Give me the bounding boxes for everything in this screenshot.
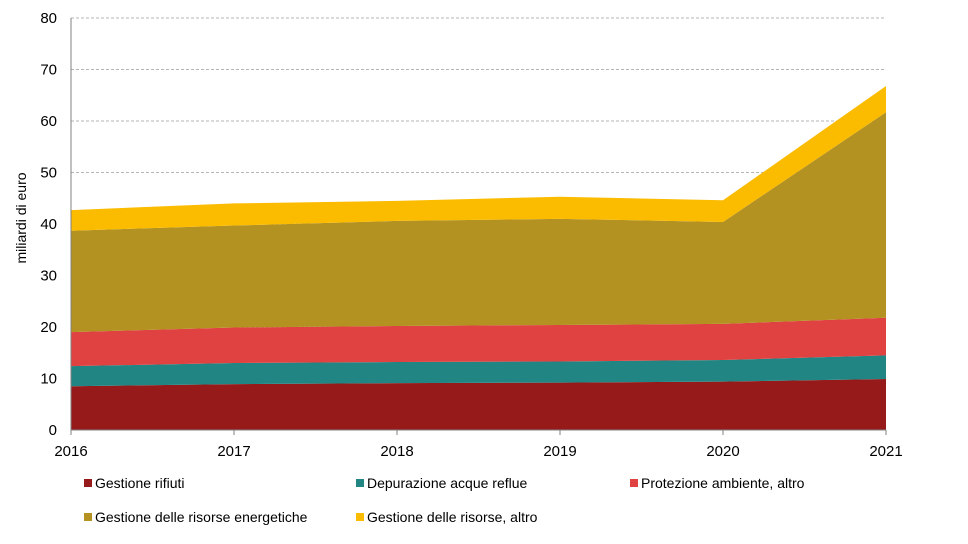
legend-swatch (630, 479, 638, 487)
legend-label: Gestione delle risorse, altro (367, 509, 538, 525)
legend-label: Gestione rifiuti (95, 475, 184, 491)
legend-swatch (84, 513, 92, 521)
x-tick-label: 2021 (869, 443, 902, 460)
legend-swatch (356, 479, 364, 487)
legend-item: Gestione delle risorse, altro (356, 509, 538, 525)
x-tick-label: 2018 (380, 443, 413, 460)
y-tick-label: 20 (40, 319, 57, 336)
legend-item: Gestione rifiuti (84, 475, 184, 491)
legend-swatch (84, 479, 92, 487)
y-axis-label: miliardi di euro (13, 172, 29, 263)
legend: Gestione rifiuti Depurazione acque reflue… (84, 475, 805, 525)
y-tick-label: 50 (40, 165, 57, 182)
y-tick-label: 40 (40, 216, 57, 233)
legend-label: Protezione ambiente, altro (641, 475, 805, 491)
x-tick-label: 2020 (706, 443, 739, 460)
y-tick-label: 70 (40, 62, 57, 79)
y-tick-label: 10 (40, 371, 57, 388)
area-series (71, 85, 886, 430)
x-tick-label: 2017 (217, 443, 250, 460)
y-tick-label: 80 (40, 10, 57, 27)
legend-item: Depurazione acque reflue (356, 475, 528, 491)
area-series-2 (71, 355, 886, 387)
axes (70, 18, 886, 431)
legend-label: Gestione delle risorse energetiche (95, 509, 308, 525)
x-tick-label: 2016 (54, 443, 87, 460)
legend-item: Gestione delle risorse energetiche (84, 509, 308, 525)
legend-label: Depurazione acque reflue (367, 475, 528, 491)
area-series-3 (71, 317, 886, 367)
area-series-4 (71, 112, 886, 333)
y-tick-label: 30 (40, 268, 57, 285)
y-axis-ticks: 0 10 20 30 40 50 60 70 80 (40, 10, 57, 439)
x-axis-ticks: 2016 2017 2018 2019 2020 2021 (54, 430, 903, 460)
x-tick-label: 2019 (543, 443, 576, 460)
legend-item: Protezione ambiente, altro (630, 475, 805, 491)
area-series-5 (71, 85, 886, 231)
area-series-1 (71, 379, 886, 430)
legend-swatch (356, 513, 364, 521)
y-tick-label: 0 (49, 422, 57, 439)
y-tick-label: 60 (40, 113, 57, 130)
